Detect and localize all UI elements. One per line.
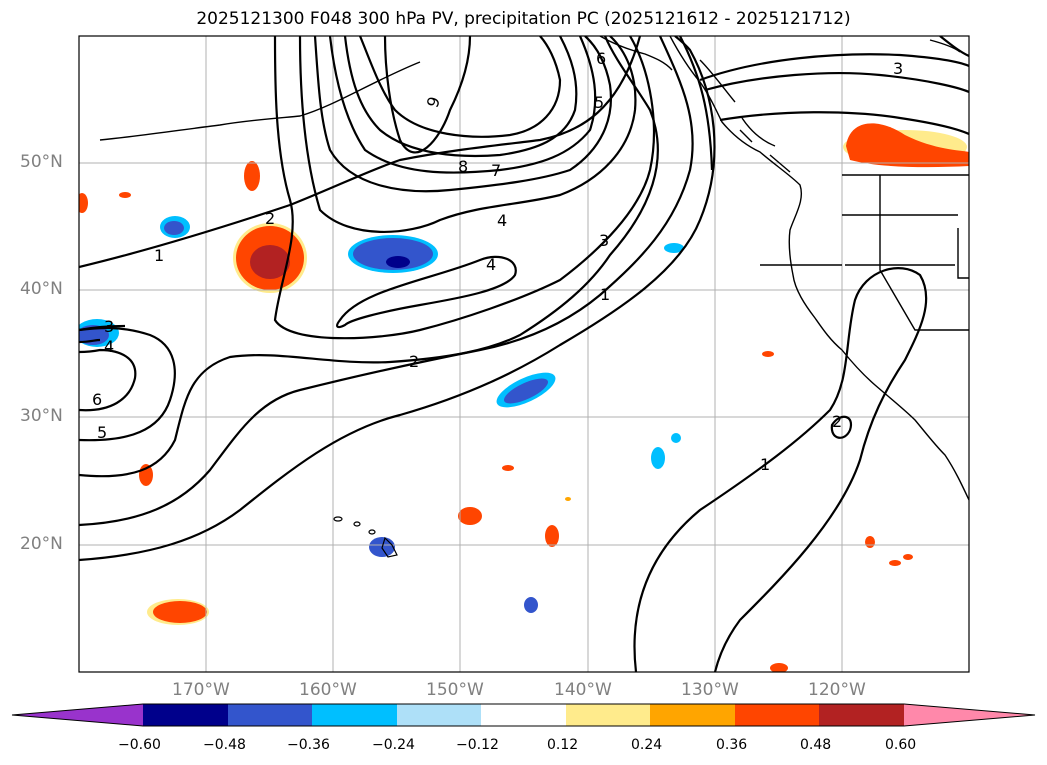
precip-negative-patches — [79, 216, 684, 613]
precip-positive-patches — [79, 123, 969, 672]
colorbar-tick-label: 0.48 — [800, 737, 832, 753]
colorbar-tick-label: −0.36 — [287, 737, 330, 753]
hawaii-islands — [333, 516, 398, 558]
contour-label: 3 — [599, 231, 609, 250]
coastlines — [99, 36, 969, 501]
contour-label: 2 — [832, 412, 842, 431]
map-title: 2025121300 F048 300 hPa PV, precipitatio… — [196, 9, 851, 29]
colorbar-segment — [819, 704, 904, 726]
lon-label: 160°W — [299, 680, 357, 700]
contour-label: 6 — [596, 49, 606, 68]
colorbar-tick-label: 0.24 — [631, 737, 663, 753]
lon-label: 140°W — [554, 680, 612, 700]
colorbar-tick-label: −0.60 — [118, 737, 161, 753]
colorbar-segment — [312, 704, 397, 726]
contour-label: 5 — [97, 423, 107, 442]
pv-contours — [79, 36, 969, 672]
contour-label: 1 — [760, 455, 770, 474]
contour-label: 3 — [104, 317, 114, 336]
colorbar-segment — [904, 704, 1035, 726]
colorbar-tick-label: 0.12 — [547, 737, 579, 753]
map-plot-area: 9 8 7 6 5 4 4 3 3 2 2 2 1 1 1 3 4 6 5 — [79, 36, 969, 672]
contour-label: 9 — [423, 94, 444, 110]
lat-label: 50°N — [20, 152, 63, 172]
colorbar-tick-label: −0.48 — [203, 737, 246, 753]
colorbar-segment — [566, 704, 650, 726]
contour-label: 8 — [458, 157, 468, 176]
contour-label: 4 — [486, 255, 496, 274]
colorbar-segment — [397, 704, 481, 726]
contour-labels: 9 8 7 6 5 4 4 3 3 2 2 2 1 1 1 3 4 6 5 — [92, 49, 903, 474]
colorbar-outline — [11, 703, 1036, 727]
lon-label: 170°W — [172, 680, 230, 700]
colorbar-segment — [12, 704, 143, 726]
colorbar — [11, 703, 1036, 727]
contour-label: 4 — [497, 211, 507, 230]
map-frame — [78, 35, 970, 673]
contour-label: 3 — [893, 59, 903, 78]
contour-label: 5 — [594, 93, 604, 112]
colorbar-tick-label: −0.24 — [372, 737, 415, 753]
colorbar-segment — [143, 704, 228, 726]
lat-label: 40°N — [20, 279, 63, 299]
contour-label: 1 — [154, 246, 164, 265]
lon-label: 150°W — [426, 680, 484, 700]
contour-label: 4 — [104, 337, 114, 356]
colorbar-tick-label: −0.12 — [456, 737, 499, 753]
lon-label: 120°W — [808, 680, 866, 700]
colorbar-tick-label: 0.36 — [716, 737, 748, 753]
lat-label: 20°N — [20, 534, 63, 554]
colorbar-tick-label: 0.60 — [885, 737, 917, 753]
lat-label: 30°N — [20, 406, 63, 426]
colorbar-segment — [228, 704, 312, 726]
contour-label: 6 — [92, 390, 102, 409]
colorbar-segment — [650, 704, 735, 726]
contour-label: 2 — [409, 352, 419, 371]
colorbar-segment — [735, 704, 819, 726]
contour-label: 2 — [265, 209, 275, 228]
colorbar-segment — [481, 704, 566, 726]
lon-label: 130°W — [681, 680, 739, 700]
contour-label: 1 — [600, 285, 610, 304]
contour-label: 7 — [491, 161, 501, 180]
